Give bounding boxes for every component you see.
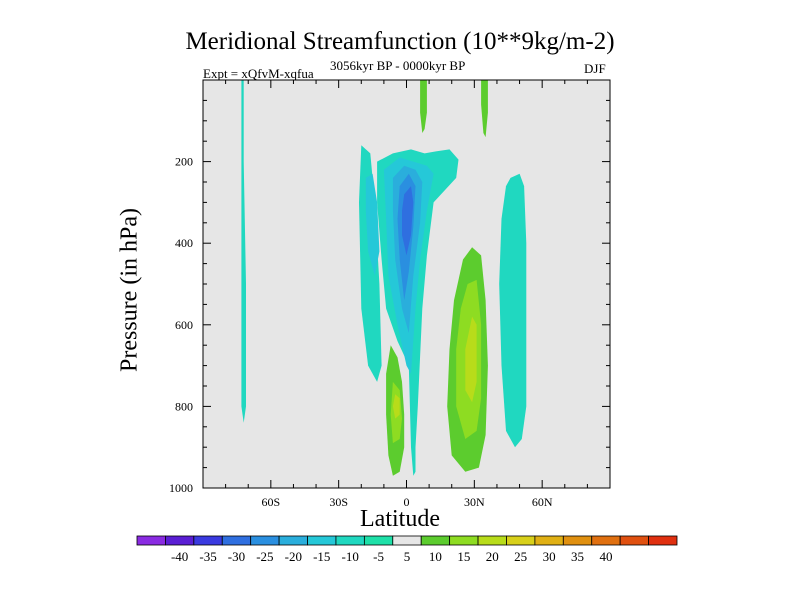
- contour-region-7: [365, 173, 380, 276]
- colorbar-swatch: [420, 535, 451, 546]
- colorbar-label: -30: [228, 549, 245, 564]
- contour-region-12: [392, 394, 400, 419]
- colorbar-swatch: [221, 535, 252, 546]
- y-tick-label: 600: [175, 318, 193, 332]
- colorbar-label: -20: [285, 549, 302, 564]
- colorbar-swatch: [165, 535, 195, 546]
- colorbar-swatch: [648, 535, 678, 546]
- colorbar-label: 35: [571, 549, 584, 564]
- x-axis-label: Latitude: [360, 506, 440, 532]
- time-range-label: 3056kyr BP - 0000kyr BP: [330, 58, 466, 73]
- y-tick-label: 400: [175, 236, 193, 250]
- colorbar-label: 20: [486, 549, 499, 564]
- colorbar-label: -10: [341, 549, 358, 564]
- colorbar-swatch: [449, 535, 479, 546]
- contour-region-16: [499, 173, 527, 448]
- contour-region-6: [402, 186, 414, 256]
- contour-region-9: [481, 80, 488, 138]
- colorbar-label: 25: [514, 549, 527, 564]
- colorbar-label: 15: [457, 549, 470, 564]
- colorbar-label: -25: [256, 549, 273, 564]
- colorbar-swatch: [193, 535, 223, 546]
- y-tick-label: 1000: [169, 481, 193, 495]
- x-tick-label: 30N: [464, 495, 485, 509]
- colorbar-swatch: [278, 535, 308, 546]
- colorbar-swatch: [562, 535, 593, 546]
- colorbar-swatch: [335, 535, 365, 546]
- colorbar-label: -5: [373, 549, 384, 564]
- experiment-label: Expt = xQfvM-xqfua: [203, 66, 314, 81]
- colorbar-label: 10: [429, 549, 442, 564]
- y-tick-label: 200: [175, 155, 193, 169]
- x-tick-label: 0: [404, 495, 410, 509]
- colorbar-swatch: [392, 535, 422, 546]
- contour-region-1: [359, 145, 382, 382]
- x-tick-label: 30S: [329, 495, 348, 509]
- colorbar-swatch: [250, 535, 280, 546]
- y-axis-label: Pressure (in hPa): [116, 208, 143, 372]
- colorbar-swatch: [136, 535, 166, 546]
- colorbar-swatch: [307, 535, 337, 546]
- colorbar-label: 5: [404, 549, 411, 564]
- colorbar-swatch: [506, 535, 536, 546]
- x-tick-label: 60N: [532, 495, 553, 509]
- colorbar-label: -40: [171, 549, 188, 564]
- colorbar-swatch: [619, 535, 649, 546]
- colorbar-swatch: [534, 535, 564, 546]
- colorbar-swatch: [591, 535, 621, 546]
- colorbar-label: -15: [313, 549, 330, 564]
- colorbar-label: 30: [543, 549, 556, 564]
- contour-region-15: [465, 316, 477, 403]
- season-label: DJF: [584, 61, 606, 76]
- y-tick-label: 800: [175, 399, 193, 413]
- contour-region-0: [241, 80, 246, 423]
- colorbar-swatch: [363, 535, 394, 546]
- contour-region-8: [420, 80, 427, 133]
- chart-title: Meridional Streamfunction (10**9kg/m-2): [185, 28, 615, 55]
- colorbar-label: -35: [199, 549, 216, 564]
- x-tick-label: 60S: [261, 495, 280, 509]
- colorbar-swatch: [477, 535, 507, 546]
- colorbar-label: 40: [599, 549, 612, 564]
